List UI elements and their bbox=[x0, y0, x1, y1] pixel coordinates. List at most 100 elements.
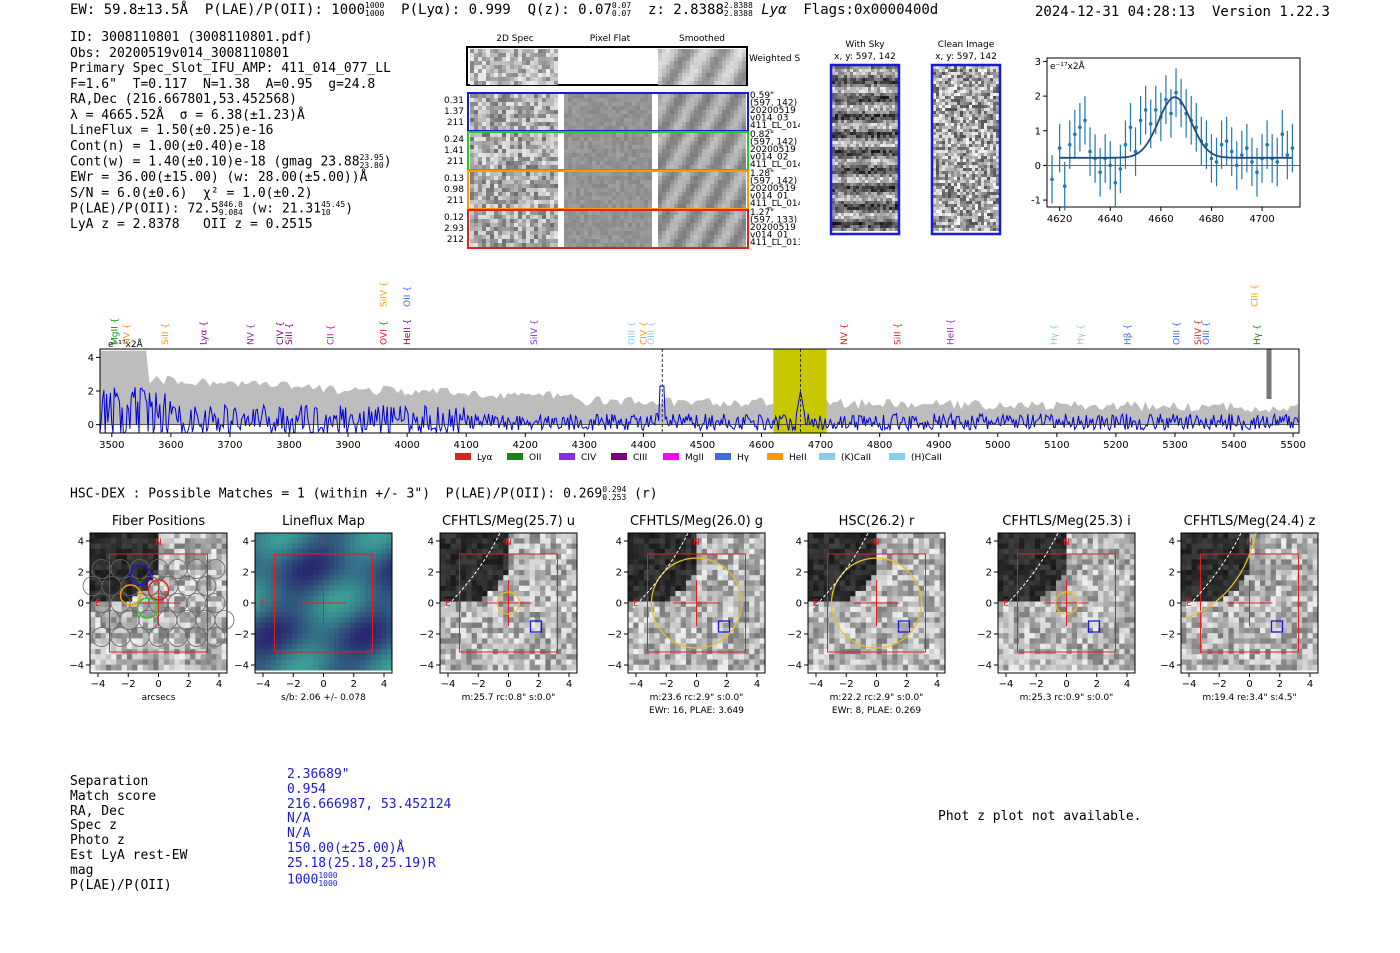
sky-pixel bbox=[892, 180, 895, 183]
smooth-pixel bbox=[658, 161, 662, 165]
flat-pixel bbox=[636, 172, 640, 176]
clean-pixel bbox=[942, 207, 945, 210]
noise-pixel bbox=[478, 133, 482, 137]
sky-pixel bbox=[868, 189, 871, 192]
noise-pixel bbox=[518, 196, 522, 200]
sky-pixel bbox=[883, 93, 886, 96]
smooth-pixel bbox=[670, 118, 674, 122]
flat-pixel bbox=[612, 133, 616, 137]
clean-pixel bbox=[936, 111, 939, 114]
flat-pixel bbox=[624, 161, 628, 165]
flat-pixel bbox=[612, 137, 616, 141]
clean-pixel bbox=[978, 126, 981, 129]
clean-pixel bbox=[972, 147, 975, 150]
flat-pixel bbox=[608, 204, 612, 208]
smooth-pixel bbox=[674, 180, 678, 184]
flat-pixel bbox=[640, 149, 644, 153]
sky-pixel bbox=[835, 123, 838, 126]
clean-pixel bbox=[975, 81, 978, 84]
flat-pixel bbox=[592, 133, 596, 137]
smooth-pixel bbox=[710, 211, 714, 215]
flat-pixel bbox=[640, 184, 644, 188]
sky-pixel bbox=[892, 168, 895, 171]
sky-pixel bbox=[835, 78, 838, 81]
flat-pixel bbox=[596, 114, 600, 118]
noise-pixel bbox=[470, 215, 474, 219]
sky-pixel bbox=[853, 144, 856, 147]
clean-pixel bbox=[933, 180, 936, 183]
noise-pixel bbox=[530, 141, 534, 145]
sky-pixel bbox=[868, 135, 871, 138]
sky-pixel bbox=[838, 81, 841, 84]
smooth-pixel bbox=[678, 57, 682, 61]
smooth-pixel bbox=[702, 192, 706, 196]
sky-pixel bbox=[880, 189, 883, 192]
flat-pixel bbox=[608, 196, 612, 200]
flat-pixel bbox=[628, 118, 632, 122]
sky-pixel bbox=[838, 69, 841, 72]
noise-pixel bbox=[486, 61, 490, 65]
clean-pixel bbox=[954, 84, 957, 87]
clean-pixel bbox=[957, 222, 960, 225]
smooth-pixel bbox=[686, 102, 690, 106]
sky-pixel bbox=[886, 228, 889, 231]
sky-pixel bbox=[883, 183, 886, 186]
flat-pixel bbox=[584, 192, 588, 196]
flat-pixel bbox=[632, 137, 636, 141]
noise-pixel bbox=[530, 65, 534, 69]
sky-pixel bbox=[856, 144, 859, 147]
header-version: Version 1.22.3 bbox=[1211, 4, 1330, 20]
sky-pixel bbox=[886, 195, 889, 198]
smooth-pixel bbox=[670, 215, 674, 219]
sky-pixel bbox=[886, 102, 889, 105]
noise-pixel bbox=[550, 61, 554, 65]
clean-pixel bbox=[957, 90, 960, 93]
sky-pixel bbox=[874, 171, 877, 174]
sky-pixel bbox=[868, 195, 871, 198]
noise-pixel bbox=[474, 153, 478, 157]
noise-pixel bbox=[526, 235, 530, 239]
clean-pixel bbox=[948, 96, 951, 99]
sky-pixel bbox=[889, 150, 892, 153]
sky-pixel bbox=[889, 201, 892, 204]
flat-pixel bbox=[632, 235, 636, 239]
sky-pixel bbox=[844, 180, 847, 183]
sky-pixel bbox=[856, 111, 859, 114]
smooth-pixel bbox=[706, 57, 710, 61]
flat-pixel bbox=[576, 110, 580, 114]
sky-pixel bbox=[865, 102, 868, 105]
noise-pixel bbox=[482, 118, 486, 122]
clean-pixel bbox=[957, 228, 960, 231]
noise-pixel bbox=[494, 176, 498, 180]
noise-pixel bbox=[478, 73, 482, 77]
smooth-pixel bbox=[722, 219, 726, 223]
noise-pixel bbox=[534, 192, 538, 196]
noise-pixel bbox=[526, 153, 530, 157]
sky-pixel bbox=[880, 69, 883, 72]
noise-pixel bbox=[498, 165, 502, 169]
clean-pixel bbox=[963, 135, 966, 138]
noise-pixel bbox=[526, 219, 530, 223]
flat-pixel bbox=[588, 243, 592, 247]
noise-pixel bbox=[542, 200, 546, 204]
sky-pixel bbox=[835, 114, 838, 117]
sky-pixel bbox=[868, 141, 871, 144]
flat-pixel bbox=[616, 141, 620, 145]
clean-pixel bbox=[969, 165, 972, 168]
noise-pixel bbox=[486, 219, 490, 223]
flat-pixel bbox=[640, 223, 644, 227]
sky-pixel bbox=[874, 105, 877, 108]
sky-pixel bbox=[865, 120, 868, 123]
clean-pixel bbox=[975, 210, 978, 213]
smooth-pixel bbox=[726, 153, 730, 157]
noise-pixel bbox=[490, 243, 494, 247]
smooth-pixel bbox=[706, 157, 710, 161]
flat-pixel bbox=[576, 126, 580, 130]
smooth-pixel bbox=[658, 172, 662, 176]
clean-pixel bbox=[960, 90, 963, 93]
clean-pixel bbox=[951, 75, 954, 78]
flat-pixel bbox=[592, 126, 596, 130]
clean-pixel bbox=[942, 204, 945, 207]
noise-pixel bbox=[510, 243, 514, 247]
sky-pixel bbox=[841, 210, 844, 213]
